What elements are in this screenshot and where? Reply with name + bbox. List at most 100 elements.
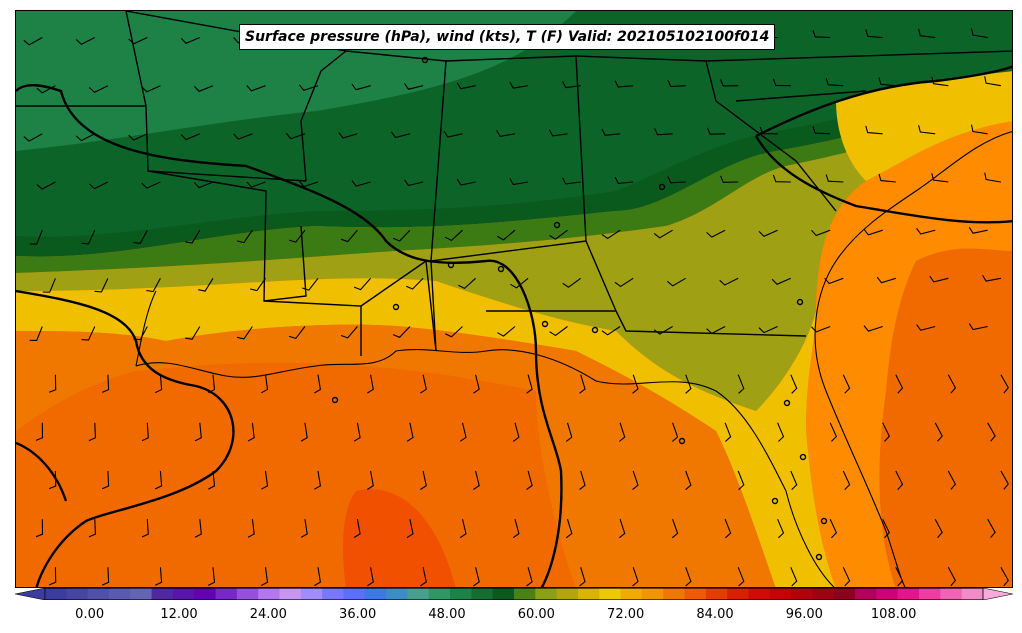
- wind-barb: [772, 78, 791, 87]
- wind-barb: [562, 277, 582, 288]
- colorbar-cell: [322, 588, 344, 600]
- wind-barb: [29, 326, 43, 341]
- wind-barb: [812, 126, 831, 135]
- wind-barb: [314, 470, 322, 490]
- wind-barb: [353, 519, 361, 538]
- wind-barb: [706, 127, 726, 135]
- map-title: Surface pressure (hPa), wind (kts), T (F…: [239, 24, 776, 50]
- wind-barb: [968, 323, 988, 331]
- wind-barb: [48, 567, 57, 586]
- wind-barb: [654, 128, 673, 136]
- wind-barb: [75, 133, 96, 142]
- wind-barb: [194, 422, 202, 442]
- colorbar-tick-label: 48.00: [428, 607, 466, 622]
- wind-barb: [549, 326, 568, 337]
- wind-barb: [154, 374, 163, 394]
- wind-barb: [882, 518, 890, 539]
- wind-barb: [666, 277, 686, 287]
- wind-barb: [1000, 567, 1009, 587]
- wind-barb: [829, 422, 838, 442]
- colorbar-cell: [876, 588, 899, 600]
- wind-barb: [970, 28, 988, 39]
- colorbar-cell: [66, 588, 89, 600]
- wind-barb: [473, 567, 480, 587]
- wind-barb: [509, 178, 529, 186]
- wind-barb: [185, 326, 201, 340]
- wind-barb: [406, 519, 414, 539]
- wind-barb: [685, 374, 692, 394]
- wind-barb: [895, 374, 904, 394]
- wind-barb: [367, 374, 374, 394]
- colorbar-tick-label: 60.00: [517, 607, 555, 622]
- wind-barb: [706, 326, 726, 335]
- wind-barb: [842, 374, 851, 394]
- wind-barb: [88, 181, 109, 190]
- wind-barb: [825, 174, 844, 183]
- wind-barb: [562, 177, 581, 185]
- wind-barb: [48, 470, 57, 490]
- colorbar-cell: [258, 588, 280, 600]
- colorbar-cell: [279, 588, 302, 600]
- wind-barb: [737, 374, 745, 394]
- wind-barb: [298, 180, 319, 188]
- wind-barb: [510, 277, 529, 289]
- colorbar-tick-label: 96.00: [785, 607, 823, 622]
- wind-barb: [236, 326, 253, 340]
- wind-barb: [353, 422, 361, 442]
- wind-barb: [706, 229, 726, 238]
- wind-barb: [618, 519, 626, 539]
- wind-barb: [842, 567, 851, 587]
- wind-barb: [353, 277, 372, 291]
- colorbar-cell: [450, 588, 472, 600]
- wind-barb: [420, 470, 427, 490]
- wind-barb: [601, 229, 621, 240]
- wind-barb: [338, 132, 358, 139]
- wind-barb: [261, 374, 269, 394]
- wind-barb: [133, 326, 148, 341]
- wind-barb: [931, 76, 949, 87]
- wind-barb: [133, 229, 148, 244]
- wind-barb: [208, 567, 216, 586]
- wind-barb: [667, 176, 686, 184]
- wind-barb: [340, 326, 358, 339]
- wind-barb: [565, 422, 573, 442]
- colorbar-cell: [535, 588, 558, 600]
- wind-barb: [36, 181, 56, 190]
- wind-barb: [916, 324, 936, 331]
- wind-barb: [737, 567, 745, 587]
- wind-barb: [141, 181, 161, 189]
- wind-barb: [261, 470, 269, 490]
- wind-barb: [154, 470, 163, 490]
- wind-barb: [351, 180, 371, 187]
- colorbar-tick-label: 0.00: [75, 607, 105, 622]
- colorbar-cell: [599, 588, 622, 600]
- wind-barb: [247, 422, 255, 442]
- wind-barb: [198, 278, 214, 292]
- colorbar-cell: [87, 588, 110, 600]
- wind-barb: [128, 133, 148, 141]
- wind-barb: [579, 567, 586, 587]
- wind-barb: [653, 229, 673, 239]
- wind-barb: [497, 326, 516, 337]
- wind-barb: [790, 374, 798, 394]
- wind-barb: [614, 277, 634, 288]
- colorbar-cell: [684, 588, 707, 600]
- wind-barb: [42, 278, 56, 293]
- wind-barb: [314, 374, 322, 394]
- weather-map: Surface pressure (hPa), wind (kts), T (F…: [15, 10, 1013, 588]
- colorbar-cell: [130, 588, 153, 600]
- wind-barb: [193, 181, 214, 189]
- colorbar-extend-high: [982, 588, 1013, 600]
- colorbar-cell: [727, 588, 749, 600]
- wind-barb: [895, 470, 904, 490]
- wind-barb: [154, 567, 163, 586]
- colorbar-cell: [769, 588, 792, 600]
- wind-barb: [288, 326, 306, 340]
- wind-barb: [496, 130, 516, 138]
- colorbar-cell: [833, 588, 856, 600]
- wind-barb: [671, 422, 679, 442]
- wind-barb: [392, 326, 411, 338]
- wind-barb: [987, 518, 996, 538]
- wind-barb: [632, 374, 639, 394]
- wind-barb: [724, 422, 732, 442]
